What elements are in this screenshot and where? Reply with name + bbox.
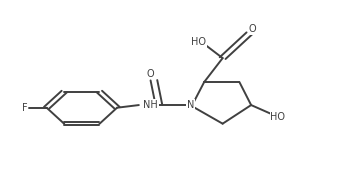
Text: N: N (187, 100, 194, 110)
Text: NH: NH (143, 100, 158, 110)
Text: O: O (249, 24, 257, 34)
Text: HO: HO (270, 112, 286, 122)
Text: F: F (22, 103, 28, 113)
Text: O: O (146, 69, 154, 78)
Text: HO: HO (191, 37, 206, 47)
